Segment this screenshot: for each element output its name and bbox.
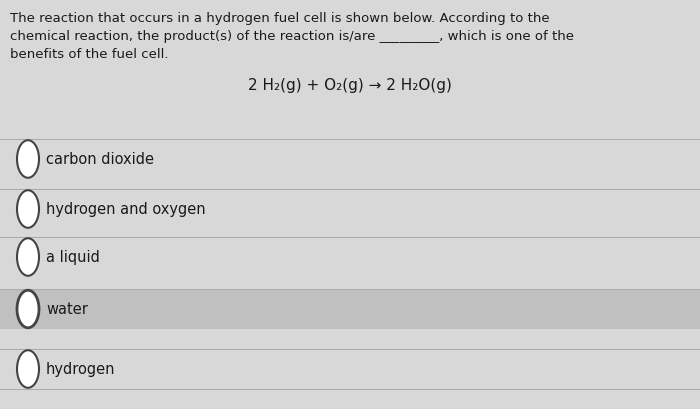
Text: The reaction that occurs in a hydrogen fuel cell is shown below. According to th: The reaction that occurs in a hydrogen f…	[10, 12, 550, 25]
Ellipse shape	[17, 141, 39, 178]
Text: hydrogen: hydrogen	[46, 362, 116, 377]
Ellipse shape	[17, 290, 39, 328]
Text: a liquid: a liquid	[46, 250, 100, 265]
Ellipse shape	[17, 238, 39, 276]
Ellipse shape	[17, 191, 39, 228]
Ellipse shape	[17, 351, 39, 388]
Text: water: water	[46, 302, 88, 317]
Text: 2 H₂(g) + O₂(g) → 2 H₂O(g): 2 H₂(g) + O₂(g) → 2 H₂O(g)	[248, 78, 452, 93]
Text: hydrogen and oxygen: hydrogen and oxygen	[46, 202, 206, 217]
Bar	[0, 289, 700, 329]
Text: carbon dioxide: carbon dioxide	[46, 152, 154, 167]
Text: chemical reaction, the product(s) of the reaction is/are _________, which is one: chemical reaction, the product(s) of the…	[10, 30, 574, 43]
Text: benefits of the fuel cell.: benefits of the fuel cell.	[10, 48, 169, 61]
